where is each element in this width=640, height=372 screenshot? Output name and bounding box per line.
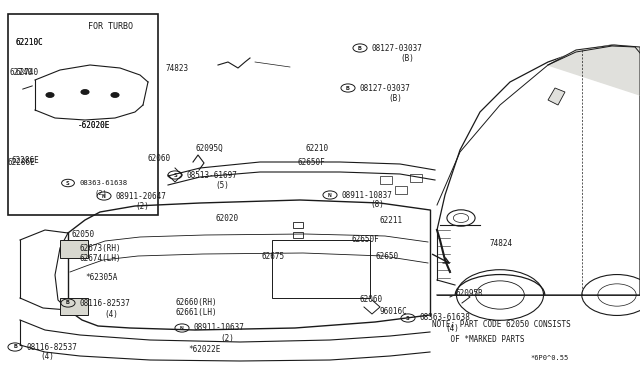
Text: 62020: 62020 (215, 214, 238, 222)
Bar (410, 173, 422, 182)
Text: (4): (4) (445, 324, 459, 333)
Circle shape (111, 93, 119, 97)
Text: 08116-82537: 08116-82537 (26, 343, 77, 352)
Text: 62095Q: 62095Q (196, 144, 224, 153)
Text: (4): (4) (40, 353, 54, 362)
Text: 62673(RH): 62673(RH) (80, 244, 122, 253)
Text: N: N (102, 193, 106, 199)
Text: 08911-10637: 08911-10637 (193, 324, 244, 333)
Text: (2): (2) (135, 202, 149, 211)
Text: (5): (5) (215, 180, 229, 189)
Text: 62675: 62675 (262, 251, 285, 260)
Text: 62286E: 62286E (8, 157, 36, 167)
Text: 62660(RH): 62660(RH) (175, 298, 216, 307)
Text: 62650F: 62650F (298, 157, 326, 167)
Text: S: S (66, 180, 70, 186)
Text: 62740: 62740 (15, 67, 38, 77)
Bar (60, 240, 88, 258)
Text: B: B (13, 344, 17, 350)
FancyArrowPatch shape (22, 86, 33, 89)
Text: 08513-61697: 08513-61697 (186, 170, 237, 180)
Text: 62210: 62210 (305, 144, 328, 153)
Text: *62305A: *62305A (85, 273, 117, 282)
Text: (8): (8) (370, 201, 384, 209)
Text: 62661(LH): 62661(LH) (175, 308, 216, 317)
Text: 08127-03037: 08127-03037 (371, 44, 422, 52)
Text: 08363-61638: 08363-61638 (420, 314, 470, 323)
Circle shape (81, 90, 89, 94)
Bar (293, 232, 303, 238)
Text: -62020E: -62020E (78, 121, 110, 129)
Text: B: B (66, 301, 70, 305)
Bar (272, 240, 370, 298)
Text: S: S (173, 173, 177, 177)
Text: 62650: 62650 (376, 251, 399, 260)
Text: 08127-03037: 08127-03037 (360, 83, 410, 93)
Text: 62286E: 62286E (11, 155, 39, 164)
Text: 62050: 62050 (72, 230, 95, 238)
Bar (380, 176, 392, 185)
Polygon shape (548, 46, 640, 65)
Text: (2): (2) (95, 190, 108, 196)
Polygon shape (548, 45, 640, 95)
Text: S: S (406, 315, 410, 321)
Text: OF *MARKED PARTS: OF *MARKED PARTS (432, 336, 525, 344)
Text: 62674(LH): 62674(LH) (80, 253, 122, 263)
Text: 08363-61638: 08363-61638 (80, 180, 128, 186)
Text: 62060: 62060 (360, 295, 383, 305)
Bar (293, 222, 303, 228)
Text: *6P0^0.55: *6P0^0.55 (530, 355, 568, 361)
Bar (450, 234, 460, 242)
Text: 62060: 62060 (148, 154, 171, 163)
Text: 62210C: 62210C (15, 38, 43, 46)
Polygon shape (437, 45, 640, 295)
Text: 62650F: 62650F (352, 235, 380, 244)
Text: FOR TURBO: FOR TURBO (88, 22, 132, 31)
Bar (395, 186, 406, 195)
Text: 62095R: 62095R (455, 289, 483, 298)
Text: 74824: 74824 (490, 238, 513, 247)
Text: -62020E: -62020E (78, 121, 110, 129)
Text: N: N (180, 326, 184, 330)
Text: 74823: 74823 (165, 64, 188, 73)
Text: (B): (B) (388, 93, 402, 103)
Text: NOTE; PART CODE 62050 CONSISTS: NOTE; PART CODE 62050 CONSISTS (432, 321, 571, 330)
Circle shape (46, 93, 54, 97)
Text: 62740: 62740 (10, 67, 33, 77)
Text: (2): (2) (220, 334, 234, 343)
Text: (B): (B) (400, 54, 414, 62)
Text: B: B (346, 86, 350, 90)
Text: 96016C: 96016C (380, 307, 408, 315)
Text: 08116-82537: 08116-82537 (79, 298, 131, 308)
Text: (4): (4) (104, 310, 118, 318)
Text: 62211: 62211 (380, 215, 403, 224)
Text: *62022E: *62022E (188, 346, 220, 355)
Bar (462, 221, 472, 229)
Text: 08911-10837: 08911-10837 (342, 190, 392, 199)
Text: 08911-20647: 08911-20647 (115, 192, 166, 201)
Polygon shape (548, 88, 565, 105)
Bar (60, 298, 88, 315)
Text: N: N (328, 192, 332, 198)
Bar (8, 14, 158, 215)
Bar (450, 209, 460, 217)
Text: 62210C: 62210C (15, 38, 43, 46)
Text: B: B (358, 45, 362, 51)
